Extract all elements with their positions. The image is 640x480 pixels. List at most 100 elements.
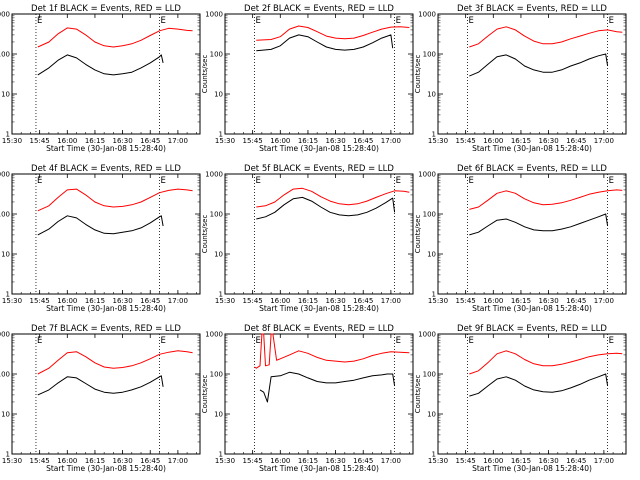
x-tick-label: 15:30	[215, 297, 235, 305]
events-series-line	[259, 371, 396, 403]
x-tick-label: 16:15	[511, 297, 531, 305]
plot-frame	[11, 173, 201, 295]
e-marker-label: E	[160, 176, 165, 186]
x-tick-label: 15:45	[243, 297, 263, 305]
x-tick-label: 17:00	[168, 297, 188, 305]
x-tick-label: 16:45	[566, 457, 586, 465]
x-tick-label: 16:00	[483, 137, 503, 145]
e-marker-label: E	[37, 176, 42, 186]
x-tick-label: 16:15	[511, 137, 531, 145]
e-marker-label: E	[255, 176, 260, 186]
x-tick-label: 16:45	[353, 137, 373, 145]
x-axis-label: Start Time (30-Jan-08 15:28:40)	[46, 144, 166, 153]
x-tick-label: 16:00	[483, 297, 503, 305]
y-tick-label: 1000	[205, 171, 223, 179]
x-tick-label: 16:15	[85, 297, 105, 305]
events-series-line	[37, 54, 164, 76]
x-tick-label: 16:30	[112, 297, 132, 305]
e-marker-label: E	[37, 336, 42, 346]
x-tick-label: 17:00	[381, 137, 401, 145]
detector-panel: Det 8f BLACK = Events, RED = LLD 15:30 15:…	[201, 324, 414, 473]
x-tick-label: 16:30	[112, 137, 132, 145]
e-marker-label: E	[468, 336, 473, 346]
y-tick-label: 100	[423, 211, 436, 219]
x-tick-label: 15:30	[428, 457, 448, 465]
plot-frame	[224, 333, 414, 455]
x-tick-label: 17:00	[168, 137, 188, 145]
e-marker-label: E	[609, 16, 614, 26]
x-tick-label: 16:00	[57, 137, 77, 145]
y-axis-label: Counts/sec	[201, 55, 209, 94]
x-tick-label: 16:00	[270, 137, 290, 145]
y-tick-label: 100	[0, 51, 10, 59]
e-marker-label: E	[396, 176, 401, 186]
lld-series-line	[469, 189, 623, 210]
y-tick-label: 10	[427, 411, 436, 419]
x-tick-label: 16:00	[57, 297, 77, 305]
x-tick-label: 16:30	[538, 457, 558, 465]
e-marker-label: E	[468, 176, 473, 186]
lld-series-line	[37, 188, 193, 212]
y-tick-label: 100	[423, 51, 436, 59]
x-tick-label: 16:45	[140, 137, 160, 145]
e-marker-label: E	[468, 16, 473, 26]
x-tick-label: 16:45	[353, 457, 373, 465]
plot-frame	[224, 173, 414, 295]
e-marker-label: E	[609, 336, 614, 346]
x-tick-label: 17:00	[381, 297, 401, 305]
panel-title: Det 1f BLACK = Events, RED = LLD	[31, 4, 181, 14]
plot-frame	[437, 13, 627, 135]
y-tick-label: 1	[6, 131, 10, 139]
x-tick-label: 15:30	[215, 457, 235, 465]
lld-series-line	[256, 25, 410, 41]
panel-title: Det 5f BLACK = Events, RED = LLD	[244, 164, 394, 174]
y-tick-label: 1000	[0, 331, 10, 339]
y-tick-label: 1000	[205, 331, 223, 339]
detector-panel: Det 4f BLACK = Events, RED = LLD 15:30 15:…	[0, 164, 201, 313]
lld-series-line	[469, 26, 623, 48]
y-tick-label: 1	[6, 451, 10, 459]
y-tick-label: 1	[219, 451, 223, 459]
y-axis-label: Counts/sec	[414, 215, 422, 254]
x-tick-label: 15:45	[243, 137, 263, 145]
panel-title: Det 2f BLACK = Events, RED = LLD	[244, 4, 394, 14]
x-tick-label: 16:30	[112, 457, 132, 465]
panel-title: Det 8f BLACK = Events, RED = LLD	[244, 324, 394, 334]
x-tick-label: 16:30	[325, 457, 345, 465]
y-tick-label: 100	[423, 371, 436, 379]
x-tick-label: 17:00	[594, 137, 614, 145]
x-tick-label: 15:30	[215, 137, 235, 145]
x-tick-label: 15:30	[2, 297, 22, 305]
y-tick-label: 10	[1, 251, 10, 259]
plot-frame	[224, 13, 414, 135]
x-axis-label: Start Time (30-Jan-08 15:28:40)	[259, 144, 379, 153]
lld-series-line	[254, 333, 410, 369]
lld-series-line	[37, 27, 193, 48]
y-tick-label: 10	[1, 411, 10, 419]
x-tick-label: 16:15	[298, 457, 318, 465]
x-tick-label: 16:15	[298, 137, 318, 145]
x-tick-label: 15:30	[2, 137, 22, 145]
y-tick-label: 1000	[418, 11, 436, 19]
panel-title: Det 3f BLACK = Events, RED = LLD	[457, 4, 607, 14]
y-tick-label: 10	[214, 411, 223, 419]
y-tick-label: 10	[427, 251, 436, 259]
panel-title: Det 7f BLACK = Events, RED = LLD	[31, 324, 181, 334]
y-tick-label: 100	[0, 371, 10, 379]
x-tick-label: 16:45	[353, 297, 373, 305]
events-series-line	[256, 34, 394, 52]
detector-panel: Det 1f BLACK = Events, RED = LLD 15:30 15:…	[0, 4, 201, 153]
e-marker-label: E	[37, 16, 42, 26]
x-tick-label: 16:45	[140, 457, 160, 465]
x-tick-label: 15:30	[2, 457, 22, 465]
x-tick-label: 16:30	[538, 137, 558, 145]
x-axis-label: Start Time (30-Jan-08 15:28:40)	[472, 464, 592, 473]
e-marker-label: E	[160, 16, 165, 26]
y-tick-label: 10	[1, 91, 10, 99]
events-series-line	[469, 373, 609, 397]
e-marker-label: E	[396, 16, 401, 26]
y-tick-label: 1	[219, 291, 223, 299]
plot-frame	[11, 13, 201, 135]
plot-frame	[437, 173, 627, 295]
